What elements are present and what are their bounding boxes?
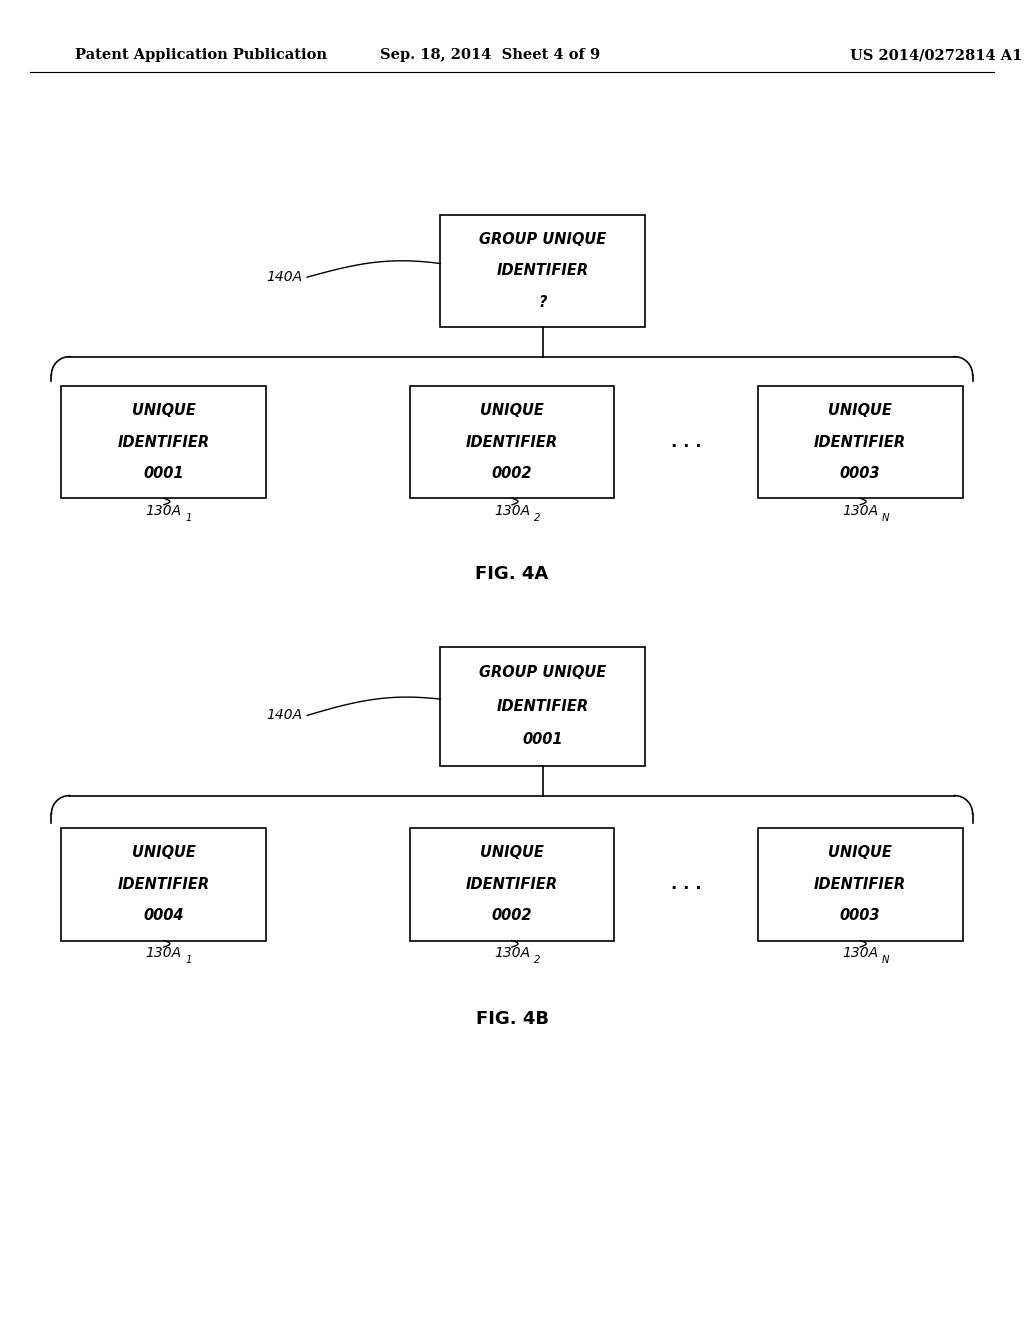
Text: 1: 1 [185, 954, 193, 965]
Bar [440, 214, 645, 327]
Text: 140A: 140A [266, 271, 302, 284]
Text: GROUP UNIQUE: GROUP UNIQUE [479, 232, 606, 247]
Bar [410, 829, 614, 940]
Bar [758, 385, 963, 498]
Text: FIG. 4B: FIG. 4B [475, 1010, 549, 1028]
Text: 0003: 0003 [840, 466, 881, 480]
Text: 2: 2 [534, 954, 541, 965]
Text: Patent Application Publication: Patent Application Publication [75, 48, 327, 62]
Text: ?: ? [539, 294, 547, 309]
Text: UNIQUE: UNIQUE [480, 846, 544, 861]
Text: 140A: 140A [266, 709, 302, 722]
Text: 0003: 0003 [840, 908, 881, 923]
Text: GROUP UNIQUE: GROUP UNIQUE [479, 665, 606, 680]
Text: 130A: 130A [842, 946, 879, 960]
Text: UNIQUE: UNIQUE [828, 404, 892, 418]
Text: IDENTIFIER: IDENTIFIER [466, 876, 558, 892]
Text: 1: 1 [185, 512, 193, 523]
Bar [410, 385, 614, 498]
Text: 0001: 0001 [143, 466, 184, 480]
Text: IDENTIFIER: IDENTIFIER [497, 263, 589, 279]
Bar [440, 647, 645, 766]
Text: IDENTIFIER: IDENTIFIER [118, 434, 210, 450]
Bar [61, 385, 266, 498]
Text: US 2014/0272814 A1: US 2014/0272814 A1 [850, 48, 1022, 62]
Text: UNIQUE: UNIQUE [480, 404, 544, 418]
Text: Sep. 18, 2014  Sheet 4 of 9: Sep. 18, 2014 Sheet 4 of 9 [380, 48, 600, 62]
Text: IDENTIFIER: IDENTIFIER [497, 698, 589, 714]
Text: 0002: 0002 [492, 466, 532, 480]
Text: 2: 2 [534, 512, 541, 523]
Text: 0004: 0004 [143, 908, 184, 923]
Text: FIG. 4A: FIG. 4A [475, 565, 549, 583]
Text: 130A: 130A [842, 504, 879, 517]
Text: 0001: 0001 [522, 733, 563, 747]
Text: IDENTIFIER: IDENTIFIER [466, 434, 558, 450]
Text: 0002: 0002 [492, 908, 532, 923]
Text: UNIQUE: UNIQUE [132, 846, 196, 861]
Text: 130A: 130A [145, 946, 182, 960]
Text: IDENTIFIER: IDENTIFIER [814, 434, 906, 450]
Text: 130A: 130A [145, 504, 182, 517]
Bar [758, 829, 963, 940]
Bar [61, 829, 266, 940]
Text: 130A: 130A [494, 946, 530, 960]
Text: . . .: . . . [671, 875, 701, 894]
Text: N: N [882, 512, 890, 523]
Text: . . .: . . . [671, 433, 701, 451]
Text: UNIQUE: UNIQUE [828, 846, 892, 861]
Text: IDENTIFIER: IDENTIFIER [118, 876, 210, 892]
Text: UNIQUE: UNIQUE [132, 404, 196, 418]
Text: 130A: 130A [494, 504, 530, 517]
Text: N: N [882, 954, 890, 965]
Text: IDENTIFIER: IDENTIFIER [814, 876, 906, 892]
